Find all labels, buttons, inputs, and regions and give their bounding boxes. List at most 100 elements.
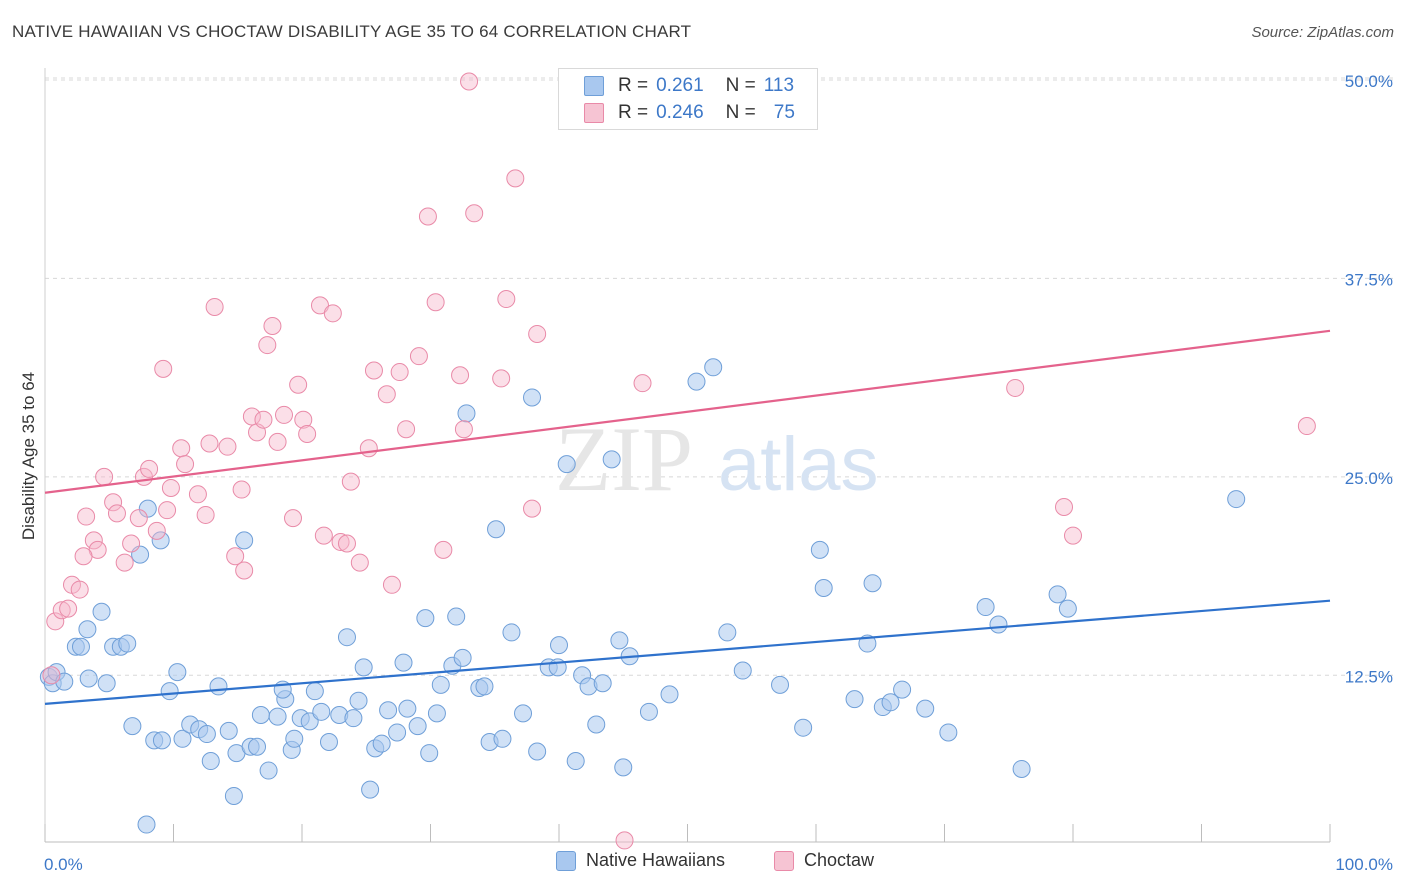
data-point-native-hawaiians — [587, 715, 606, 734]
legend-row-choctaw: R = 0.246 N = 75 — [584, 100, 795, 126]
data-point-choctaw — [188, 485, 207, 504]
data-point-native-hawaiians — [1227, 490, 1246, 509]
data-point-native-hawaiians — [248, 737, 267, 756]
data-point-native-hawaiians — [610, 631, 629, 650]
data-point-choctaw — [254, 410, 273, 429]
legend-label: Native Hawaiians — [586, 850, 726, 870]
data-point-native-hawaiians — [557, 455, 576, 474]
y-tick-label: 25.0% — [1345, 469, 1393, 488]
data-point-native-hawaiians — [447, 607, 466, 626]
data-point-native-hawaiians — [361, 780, 380, 799]
data-point-native-hawaiians — [305, 682, 324, 701]
data-point-native-hawaiians — [394, 653, 413, 672]
data-point-native-hawaiians — [235, 531, 254, 550]
bottom-legend: Native Hawaiians Choctaw — [0, 850, 1406, 880]
data-point-native-hawaiians — [138, 499, 157, 518]
correlation-legend: R = 0.261 N = 113 R = 0.246 N = 75 — [558, 68, 818, 130]
legend-swatch-pink — [774, 850, 794, 871]
data-point-choctaw — [104, 493, 123, 512]
data-point-choctaw — [298, 424, 317, 443]
data-point-choctaw — [95, 467, 114, 486]
data-point-native-hawaiians — [502, 623, 521, 642]
data-point-native-hawaiians — [209, 677, 228, 696]
data-point-native-hawaiians — [312, 702, 331, 721]
data-point-choctaw — [390, 363, 409, 382]
data-point-native-hawaiians — [660, 685, 679, 704]
data-point-native-hawaiians — [300, 712, 319, 731]
data-point-choctaw — [200, 434, 219, 453]
data-point-native-hawaiians — [771, 675, 790, 694]
data-point-native-hawaiians — [550, 636, 568, 655]
data-point-native-hawaiians — [493, 729, 512, 748]
data-point-choctaw — [397, 420, 416, 439]
data-point-native-hawaiians — [408, 717, 427, 736]
data-point-choctaw — [359, 439, 378, 458]
data-point-native-hawaiians — [475, 677, 494, 696]
r-label: R = — [618, 75, 649, 96]
legend-swatch-pink — [584, 103, 604, 123]
data-point-choctaw — [454, 420, 473, 439]
data-point-native-hawaiians — [398, 699, 417, 718]
data-point-native-hawaiians — [457, 404, 476, 423]
series-native-hawaiians — [39, 358, 1246, 834]
data-point-native-hawaiians — [845, 690, 864, 709]
data-point-choctaw — [258, 336, 277, 355]
y-tick-label: 37.5% — [1345, 270, 1393, 289]
data-point-choctaw — [314, 526, 333, 545]
data-point-choctaw — [323, 304, 342, 323]
data-point-native-hawaiians — [858, 634, 877, 653]
data-point-native-hawaiians — [337, 628, 356, 647]
data-point-choctaw — [147, 521, 166, 540]
data-point-native-hawaiians — [268, 707, 287, 726]
data-point-choctaw — [140, 459, 159, 478]
data-point-native-hawaiians — [388, 723, 407, 742]
data-point-native-hawaiians — [251, 705, 270, 724]
data-point-choctaw — [42, 666, 61, 685]
data-point-native-hawaiians — [733, 661, 752, 680]
data-point-native-hawaiians — [566, 752, 585, 771]
data-point-native-hawaiians — [416, 609, 435, 628]
data-point-choctaw — [350, 553, 369, 572]
source-credit: Source: ZipAtlas.com — [1251, 24, 1394, 41]
legend-swatch-blue — [556, 850, 576, 871]
legend-item-native-hawaiians: Native Hawaiians — [556, 850, 725, 871]
data-point-choctaw — [460, 72, 479, 91]
data-point-native-hawaiians — [137, 815, 156, 834]
grid — [45, 77, 1395, 676]
data-point-native-hawaiians — [118, 634, 137, 653]
data-point-native-hawaiians — [78, 620, 97, 639]
data-point-native-hawaiians — [123, 717, 142, 736]
tick-labels: 12.5% 25.0% 37.5% 50.0% 0.0% 100.0% — [44, 72, 1393, 874]
data-point-native-hawaiians — [152, 731, 171, 750]
data-point-choctaw — [1006, 378, 1025, 397]
data-point-choctaw — [46, 612, 65, 631]
data-point-native-hawaiians — [718, 623, 737, 642]
data-point-choctaw — [284, 509, 303, 528]
data-point-native-hawaiians — [794, 718, 813, 737]
data-point-native-hawaiians — [989, 615, 1008, 634]
data-point-native-hawaiians — [379, 701, 398, 720]
data-point-choctaw — [176, 455, 195, 474]
data-point-native-hawaiians — [687, 372, 706, 391]
data-point-choctaw — [59, 599, 78, 618]
data-point-choctaw — [115, 553, 134, 572]
data-point-native-hawaiians — [79, 669, 98, 688]
data-point-choctaw — [205, 297, 224, 316]
data-point-native-hawaiians — [197, 725, 216, 744]
data-point-choctaw — [129, 509, 148, 528]
data-point-choctaw — [310, 296, 329, 315]
legend-item-choctaw: Choctaw — [774, 850, 874, 871]
trend-line-choctaw — [44, 329, 1331, 494]
data-point-native-hawaiians — [420, 744, 439, 763]
legend-label: Choctaw — [804, 850, 875, 870]
data-point-native-hawaiians — [976, 598, 995, 617]
series-choctaw — [42, 72, 1316, 850]
r-label: R = — [618, 102, 649, 123]
data-point-native-hawaiians — [173, 729, 192, 748]
data-point-native-hawaiians — [92, 602, 111, 621]
data-point-choctaw — [107, 504, 126, 523]
legend-swatch-blue — [584, 76, 604, 96]
n-value: 75 — [773, 102, 795, 123]
data-point-choctaw — [122, 534, 141, 553]
data-point-native-hawaiians — [528, 742, 547, 761]
